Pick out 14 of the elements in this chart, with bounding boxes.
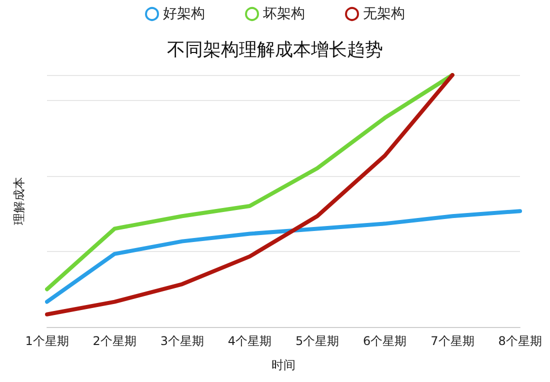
x-tick-label: 8个星期	[498, 334, 542, 348]
x-tick-label: 2个星期	[92, 334, 136, 348]
x-tick-label: 5个星期	[295, 334, 340, 348]
x-tick-label: 3个星期	[160, 334, 204, 348]
x-tick-label: 6个星期	[363, 334, 407, 348]
legend-label: 坏架构	[262, 6, 305, 22]
x-tick-label: 7个星期	[430, 334, 474, 348]
legend-label: 好架构	[163, 6, 205, 22]
x-tick-label: 1个星期	[25, 334, 69, 348]
y-axis-title: 理解成本	[12, 177, 26, 225]
x-tick-label: 4个星期	[228, 334, 272, 348]
chart-title: 不同架构理解成本增长趋势	[167, 40, 383, 60]
x-axis-title: 时间	[272, 358, 296, 372]
legend-label: 无架构	[363, 6, 405, 22]
